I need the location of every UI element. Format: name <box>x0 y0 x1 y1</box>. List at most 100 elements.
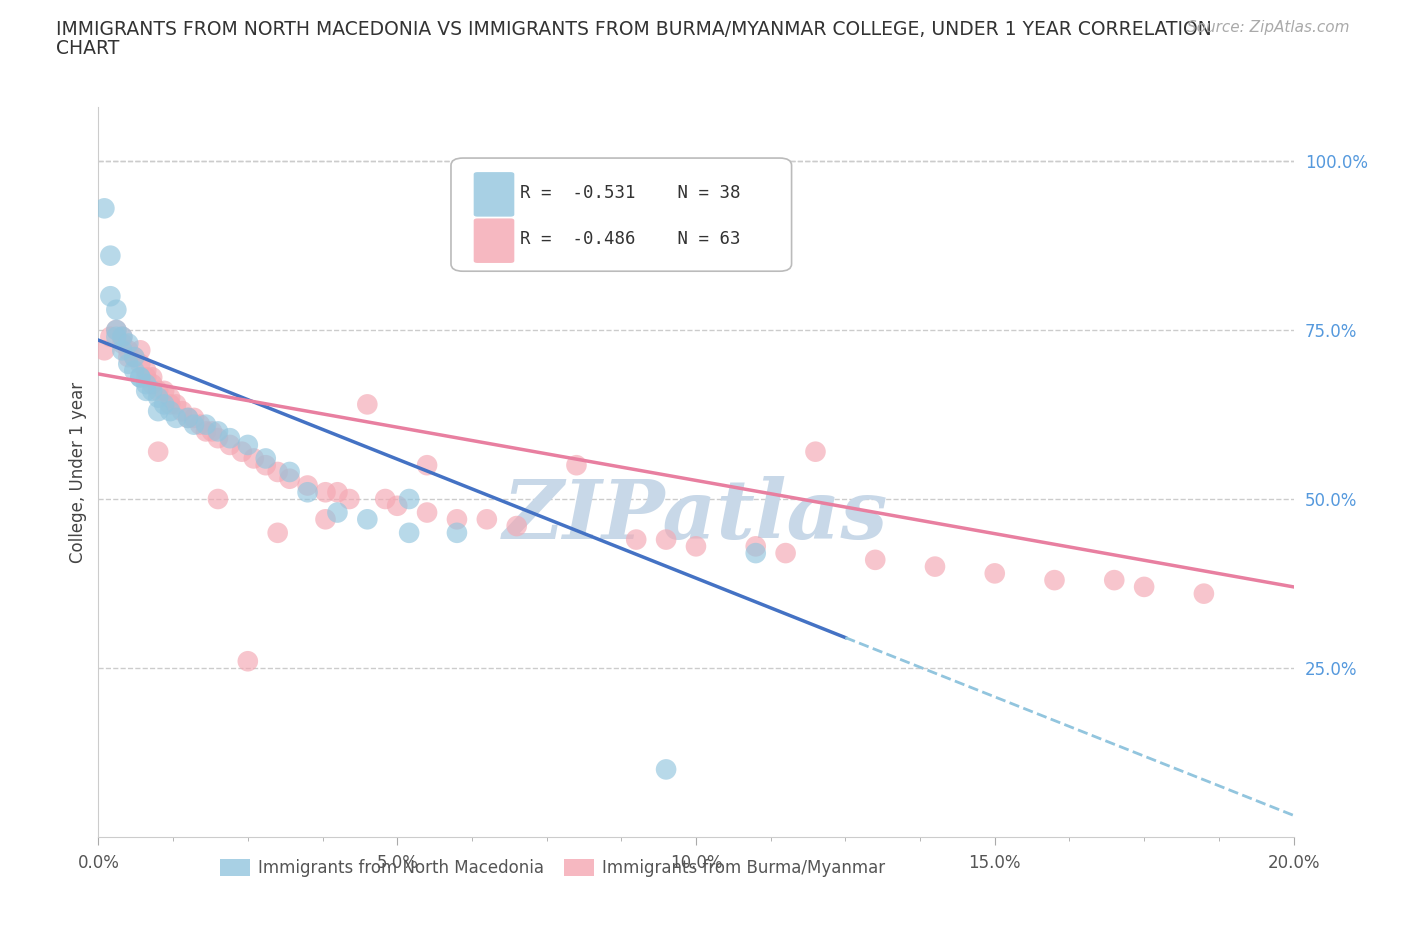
Point <box>254 451 277 466</box>
FancyBboxPatch shape <box>474 172 515 217</box>
Point <box>356 397 378 412</box>
Point <box>105 329 128 344</box>
Point <box>148 445 170 459</box>
Point <box>111 343 134 358</box>
Point <box>267 525 290 540</box>
Point <box>135 363 157 378</box>
Point <box>745 546 768 561</box>
Text: Source: ZipAtlas.com: Source: ZipAtlas.com <box>1187 20 1350 35</box>
Point <box>188 418 211 432</box>
Point <box>207 492 229 507</box>
Point <box>1043 573 1066 588</box>
Point <box>207 431 229 445</box>
Point <box>111 336 134 351</box>
Point <box>745 538 768 553</box>
Point <box>398 492 420 507</box>
Point <box>243 451 266 466</box>
Point <box>416 505 439 520</box>
Point <box>105 302 128 317</box>
Point <box>172 404 194 418</box>
Point <box>236 654 259 669</box>
Point <box>98 329 122 344</box>
Point <box>685 538 707 553</box>
Point <box>1192 586 1215 601</box>
Point <box>236 437 259 452</box>
Point <box>374 492 396 507</box>
Point <box>398 525 420 540</box>
Text: ZIPatlas: ZIPatlas <box>503 476 889 556</box>
Point <box>984 566 1007 581</box>
Point <box>278 472 301 486</box>
Point <box>326 505 349 520</box>
Point <box>135 383 157 398</box>
Point <box>356 512 378 526</box>
Point <box>326 485 349 499</box>
Point <box>183 410 205 425</box>
Point <box>446 525 468 540</box>
Point <box>385 498 409 513</box>
Point <box>141 377 163 392</box>
Point <box>1133 579 1156 594</box>
Point <box>124 350 146 365</box>
Point <box>231 445 253 459</box>
Point <box>98 289 122 304</box>
Text: R =  -0.531    N = 38: R = -0.531 N = 38 <box>520 183 741 202</box>
Point <box>565 458 588 472</box>
Point <box>339 492 361 507</box>
Point <box>148 404 170 418</box>
Point <box>135 377 157 392</box>
Point <box>475 512 498 526</box>
Point <box>135 370 157 385</box>
Point <box>124 363 146 378</box>
Point <box>775 546 797 561</box>
Point <box>297 478 319 493</box>
Y-axis label: College, Under 1 year: College, Under 1 year <box>69 381 87 563</box>
Text: R =  -0.486    N = 63: R = -0.486 N = 63 <box>520 230 741 248</box>
Point <box>315 512 337 526</box>
Point <box>141 370 163 385</box>
Point <box>148 391 170 405</box>
Point <box>924 559 946 574</box>
Point <box>111 329 134 344</box>
Point <box>177 410 200 425</box>
Point <box>159 404 181 418</box>
Point <box>446 512 468 526</box>
FancyBboxPatch shape <box>451 158 792 272</box>
Point <box>111 329 134 344</box>
Point <box>117 350 139 365</box>
Point <box>177 410 200 425</box>
Point <box>105 323 128 338</box>
Point <box>278 465 301 480</box>
Point <box>117 356 139 371</box>
Point <box>297 485 319 499</box>
Text: CHART: CHART <box>56 39 120 58</box>
Point <box>267 465 290 480</box>
Point <box>117 336 139 351</box>
Point <box>219 431 242 445</box>
Point <box>865 552 887 567</box>
Point <box>129 343 152 358</box>
Point <box>159 397 181 412</box>
Point <box>93 201 115 216</box>
Point <box>93 343 115 358</box>
Point <box>315 485 337 499</box>
Point <box>98 248 122 263</box>
Point <box>201 424 224 439</box>
Point <box>117 343 139 358</box>
Point <box>148 383 170 398</box>
FancyBboxPatch shape <box>474 219 515 263</box>
Point <box>159 391 181 405</box>
Point <box>165 397 187 412</box>
Point <box>141 383 163 398</box>
Text: IMMIGRANTS FROM NORTH MACEDONIA VS IMMIGRANTS FROM BURMA/MYANMAR COLLEGE, UNDER : IMMIGRANTS FROM NORTH MACEDONIA VS IMMIG… <box>56 20 1212 39</box>
Point <box>153 397 176 412</box>
Point <box>626 532 648 547</box>
Point <box>129 370 152 385</box>
Point <box>129 370 152 385</box>
Point <box>655 762 678 777</box>
Point <box>195 418 218 432</box>
Point <box>804 445 827 459</box>
Point <box>207 424 229 439</box>
Point <box>254 458 277 472</box>
Point <box>105 323 128 338</box>
